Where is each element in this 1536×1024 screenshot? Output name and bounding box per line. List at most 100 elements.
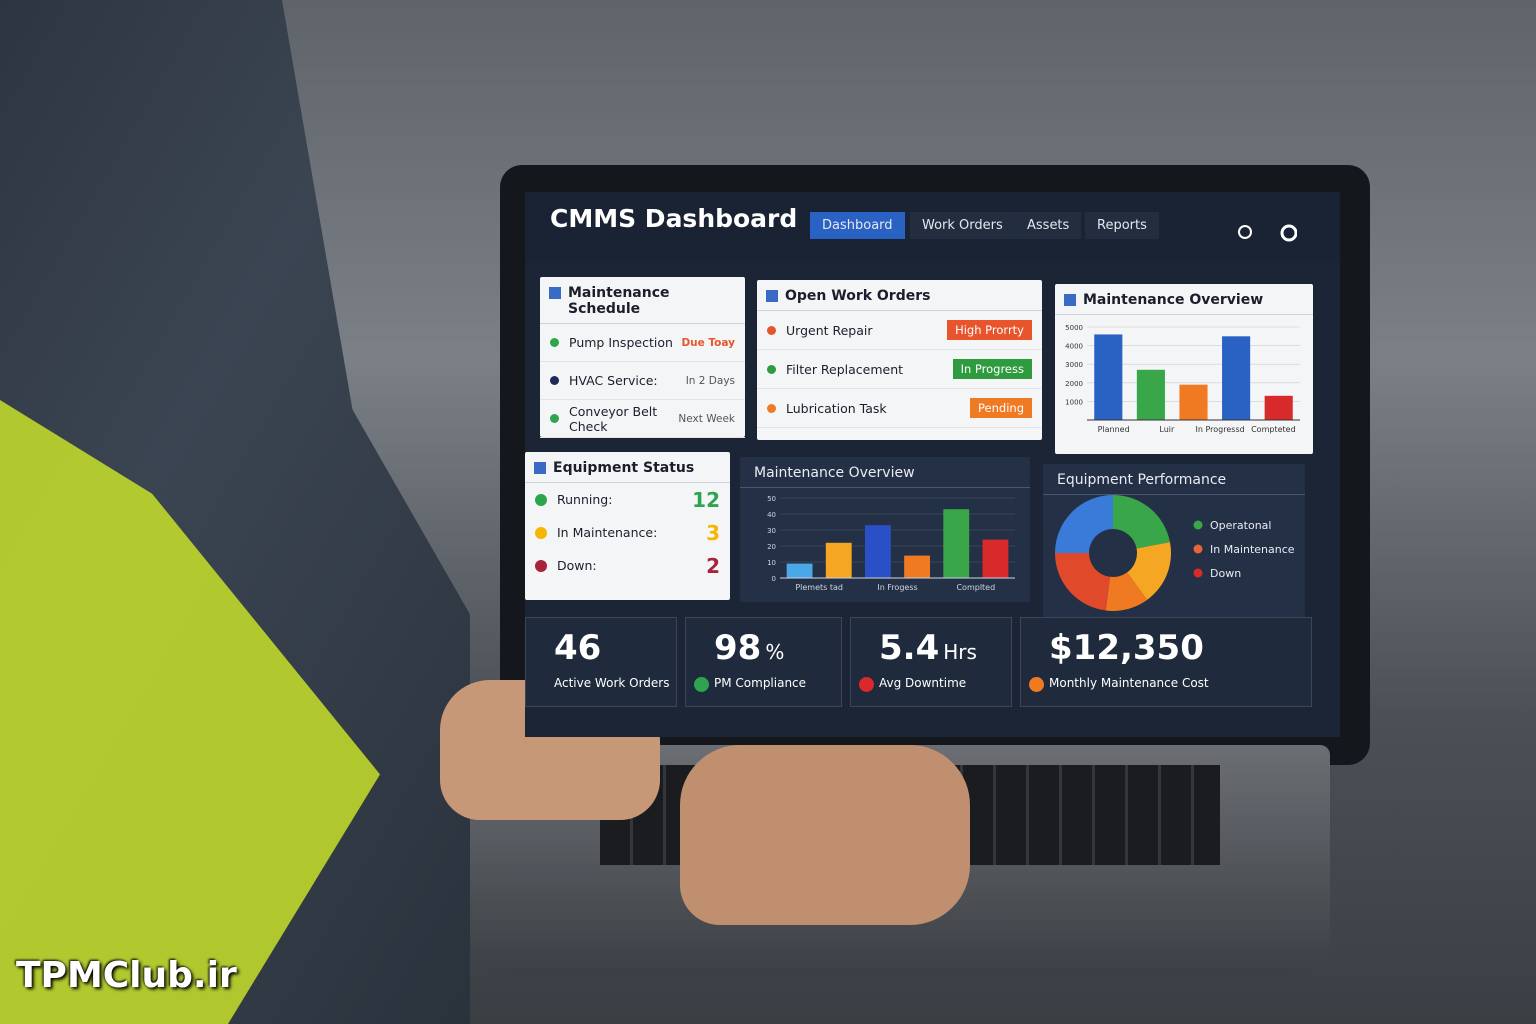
card-title-text: Maintenance Schedule [568,285,670,317]
hand [680,745,970,925]
kpi-label: PM Compliance [714,676,807,690]
kpi-icon [694,677,709,692]
task: HVAC Service: [569,373,658,388]
task: Urgent Repair [786,322,873,338]
schedule-list: Pump Inspection Due Toay HVAC Service: In 2… [540,324,745,438]
kpi-icon [1029,677,1044,692]
equipment-status-card: Equipment Status Running: 12 In Maintenanc… [525,452,730,600]
overview-card: Maintenance Overview 1000 2000 3000 4000 500… [1055,284,1313,454]
work-orders-list: Urgent Repair High Prorrty Filter Replacem… [757,311,1042,428]
bar [1264,395,1293,420]
app-title: CMMS Dashboard [550,204,798,233]
pie-segment [1055,553,1110,611]
kpi-card: 5.4 Hrs Avg Downtime [850,617,1012,707]
x-label: In Frogess [877,583,917,592]
y-tick-label: 4000 [1065,343,1083,351]
bar [904,555,931,578]
screen: CMMS Dashboard Maintenance Schedule Pump… [525,192,1340,737]
schedule-row: Pump Inspection Due Toay [540,324,745,362]
performance-card: Equipment Performance Operatonal In Maint… [1043,464,1305,619]
x-label: Luir [1159,425,1175,434]
pie-segment [1105,572,1148,611]
task: Filter Replacement [786,361,904,377]
card-title: Open Work Orders [757,280,1042,311]
pie-segment [1113,495,1170,549]
legend-label: Operatonal [1210,519,1271,532]
kpi-label: Active Work Orders [554,676,670,690]
due: In 2 Days [685,374,735,387]
status-dot [767,403,776,413]
status-value: 12 [692,487,720,512]
search-icon[interactable] [1280,224,1297,242]
due: Due Toay [681,336,735,349]
performance-chart: Operatonal In Maintenance Down [1055,495,1295,611]
kpi-value: 46 [554,628,601,668]
x-label: In Progressd [1196,425,1245,434]
task: Pump Inspection [569,335,673,350]
y-tick-label: 1000 [1065,398,1083,406]
card-title-text: Maintenance Overview [1083,292,1264,308]
x-label: Planned [1098,425,1130,434]
card-title-text: Equipment Status [553,460,695,476]
status-label: Down: [557,558,597,573]
order-row: Lubrication Task Pending [757,389,1042,428]
bar [1136,369,1165,420]
y-tick-label: 5000 [1065,324,1083,332]
y-tick-label: 2000 [1065,380,1083,388]
y-tick-label: 0 [772,575,776,583]
status-row: Running: 12 [525,483,730,516]
bar [786,563,813,578]
legend-label: In Maintenance [1210,543,1295,556]
legend-dot [1193,544,1203,554]
status-label: In Maintenance: [557,525,658,540]
watermark: TPMClub.ir [16,955,237,996]
bar [982,539,1009,578]
bar [825,542,852,578]
card-title-text: Open Work Orders [785,288,931,304]
bar [1222,336,1251,420]
status-dot [550,376,559,385]
nav-item[interactable]: Dashboard [810,212,905,239]
schedule-row: Conveyor Belt Check Next Week [540,400,745,438]
status-row: Down: 2 [525,549,730,582]
x-label: Complted [956,583,995,592]
x-label: Plemets tad [795,583,843,592]
work-orders-card: Open Work Orders Urgent Repair High Prorr… [757,280,1042,440]
status-value: 2 [706,553,720,578]
status-list: Running: 12 In Maintenance: 3 Down: 2 [525,483,730,582]
legend-label: Down [1210,567,1241,580]
status-value: 3 [706,520,720,545]
kpi-card: 46 Active Work Orders [525,617,677,707]
status-label: Running: [557,492,613,507]
nav-item[interactable]: Assets [1015,212,1082,239]
status-dot [550,338,559,347]
status-pill: In Progress [952,359,1032,379]
header-icons [1238,224,1297,242]
card-title: Equipment Status [525,452,730,483]
kpi-unit: % [765,640,785,664]
status-dot [535,493,547,506]
status-row: In Maintenance: 3 [525,516,730,549]
kpi-label: Monthly Maintenance Cost [1049,676,1209,690]
y-tick-label: 50 [767,495,776,503]
y-tick-label: 3000 [1065,361,1083,369]
kpi-number: 5.4 [879,628,940,668]
status-pill: Pending [970,398,1032,418]
bar [943,509,970,578]
overview-chart: 1000 2000 3000 4000 5000 Planned Luir In Progre… [1065,324,1300,434]
bar [1179,384,1208,420]
nav-item[interactable]: Reports [1085,212,1159,239]
kpi-unit: Hrs [943,640,977,664]
kpi-value: $12,350 [1049,628,1204,668]
status-dot [550,414,559,423]
status-dot [535,526,547,539]
overview-card-2: Maintenance Overview 0 10 20 30 40 50 Plemets … [740,457,1030,602]
nav-item[interactable]: Work Orders [910,212,1015,239]
legend-dot [1193,568,1203,578]
status-dot [535,559,547,572]
pie-segment [1055,495,1113,553]
y-tick-label: 10 [767,559,776,567]
card-title: Maintenance Schedule [540,277,745,324]
user-icon[interactable] [1238,225,1252,239]
card-title: Equipment Performance [1043,464,1305,495]
